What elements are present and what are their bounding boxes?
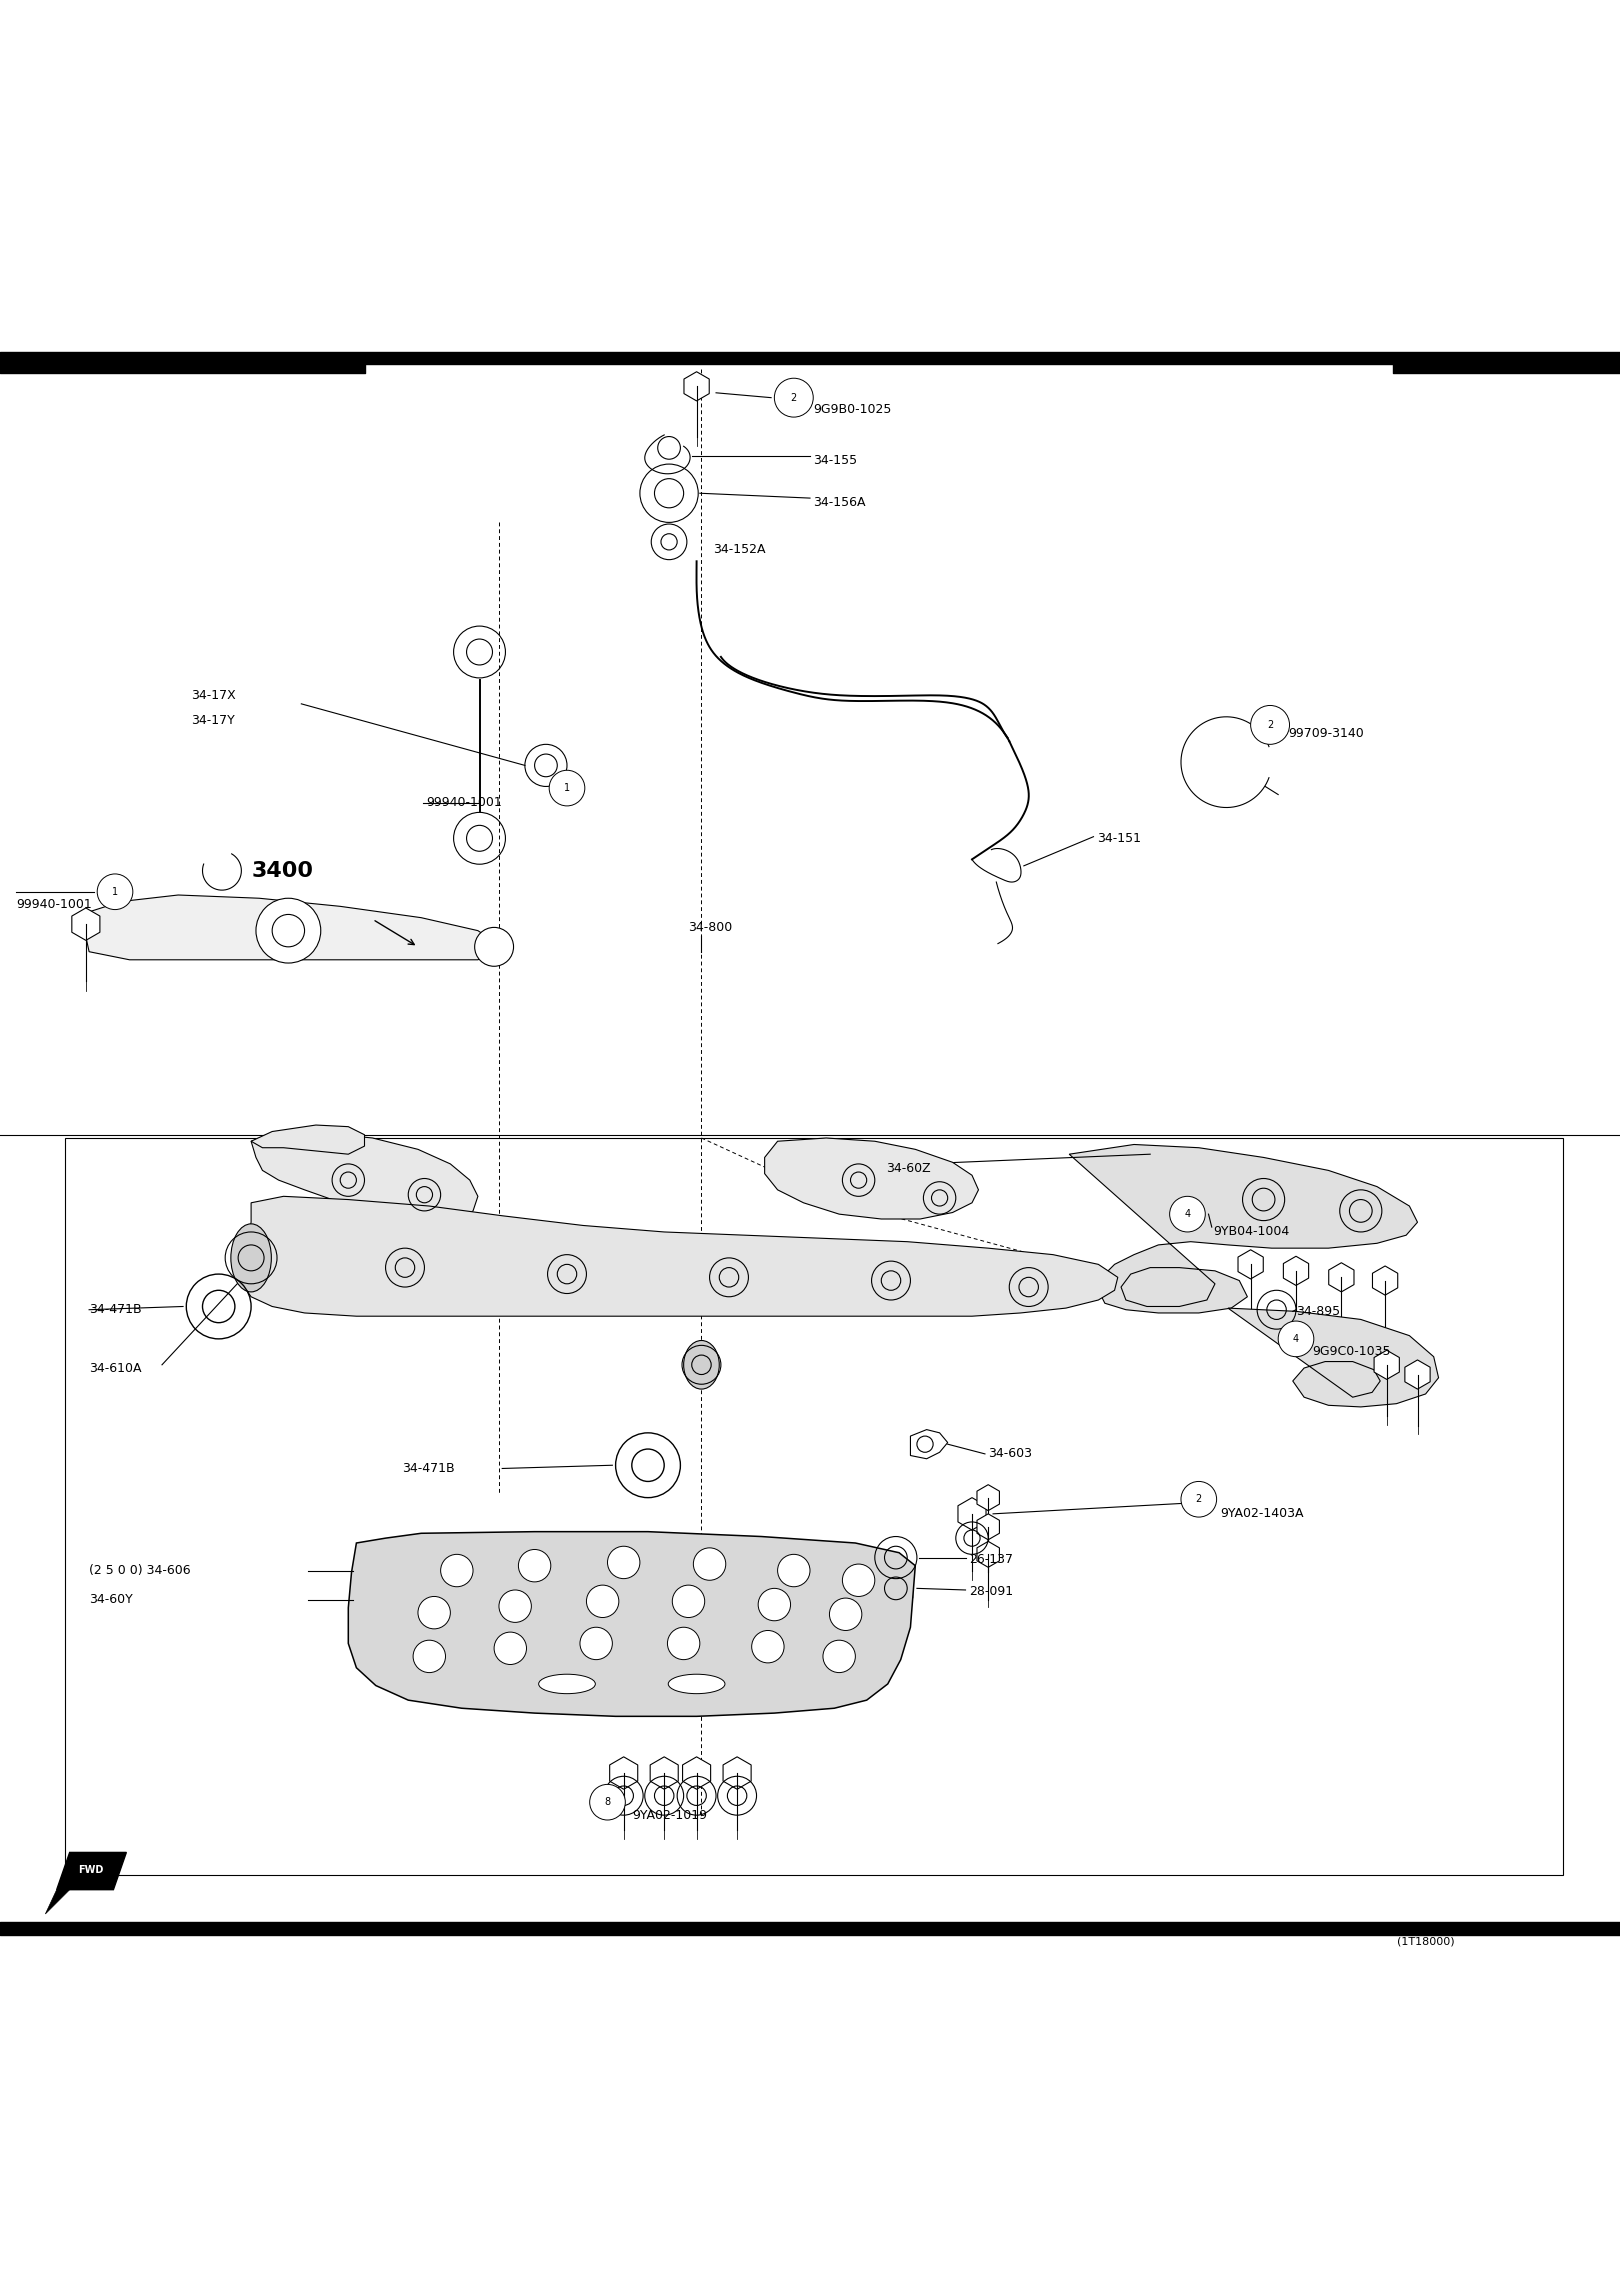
Text: 9YA02-1019: 9YA02-1019 xyxy=(632,1809,706,1821)
Text: 2: 2 xyxy=(791,394,797,403)
Polygon shape xyxy=(45,1889,70,1914)
Circle shape xyxy=(608,1545,640,1580)
Polygon shape xyxy=(910,1429,948,1459)
Circle shape xyxy=(518,1550,551,1582)
Text: 34-152A: 34-152A xyxy=(713,544,765,555)
Circle shape xyxy=(418,1595,450,1630)
Text: 9YA02-1403A: 9YA02-1403A xyxy=(1220,1507,1304,1520)
Text: 2: 2 xyxy=(1267,719,1273,731)
Ellipse shape xyxy=(667,1675,726,1693)
Circle shape xyxy=(829,1598,862,1630)
Text: 2: 2 xyxy=(1196,1495,1202,1504)
Text: 4: 4 xyxy=(1184,1209,1191,1220)
Text: 34-60Y: 34-60Y xyxy=(89,1593,133,1607)
Text: 99940-1001: 99940-1001 xyxy=(16,899,92,910)
Polygon shape xyxy=(684,371,710,401)
Circle shape xyxy=(1278,1320,1314,1356)
Text: 34-155: 34-155 xyxy=(813,455,857,467)
Circle shape xyxy=(413,1641,446,1673)
Polygon shape xyxy=(1238,1250,1264,1279)
Bar xyxy=(65,1138,1563,1875)
Text: 9G9B0-1025: 9G9B0-1025 xyxy=(813,403,891,417)
Text: 34-610A: 34-610A xyxy=(89,1361,141,1375)
Circle shape xyxy=(1251,706,1290,744)
Circle shape xyxy=(549,769,585,806)
Circle shape xyxy=(256,899,321,963)
Text: 8: 8 xyxy=(604,1798,611,1807)
Polygon shape xyxy=(977,1541,1000,1568)
Text: 4: 4 xyxy=(1293,1334,1299,1343)
Polygon shape xyxy=(1328,1263,1354,1293)
Circle shape xyxy=(667,1627,700,1659)
Polygon shape xyxy=(1372,1265,1398,1295)
Polygon shape xyxy=(650,1757,679,1789)
Text: FWD: FWD xyxy=(78,1866,104,1875)
Text: 34-471B: 34-471B xyxy=(89,1304,141,1316)
Circle shape xyxy=(752,1630,784,1664)
Polygon shape xyxy=(251,1124,364,1154)
Circle shape xyxy=(842,1564,875,1595)
Polygon shape xyxy=(1069,1145,1418,1313)
Circle shape xyxy=(586,1584,619,1618)
Text: (2 5 0 0) 34-606: (2 5 0 0) 34-606 xyxy=(89,1564,191,1577)
Text: 34-800: 34-800 xyxy=(688,922,732,933)
Circle shape xyxy=(778,1555,810,1586)
Circle shape xyxy=(774,378,813,417)
Polygon shape xyxy=(977,1484,1000,1511)
Ellipse shape xyxy=(230,1224,272,1293)
Text: 28-091: 28-091 xyxy=(969,1584,1012,1598)
Circle shape xyxy=(590,1784,625,1821)
Circle shape xyxy=(672,1584,705,1618)
Circle shape xyxy=(441,1555,473,1586)
Text: 34-17Y: 34-17Y xyxy=(191,715,235,726)
Text: 1: 1 xyxy=(564,783,570,792)
Text: 34-156A: 34-156A xyxy=(813,496,865,510)
Polygon shape xyxy=(71,908,100,940)
Text: 34-151: 34-151 xyxy=(1097,831,1140,844)
Polygon shape xyxy=(251,1133,478,1224)
Circle shape xyxy=(1170,1197,1205,1231)
Text: 34-17X: 34-17X xyxy=(191,690,237,703)
Circle shape xyxy=(1181,1482,1217,1518)
Polygon shape xyxy=(957,1498,987,1529)
Circle shape xyxy=(580,1627,612,1659)
Text: 26-137: 26-137 xyxy=(969,1552,1012,1566)
Text: 3400: 3400 xyxy=(251,860,313,881)
Circle shape xyxy=(97,874,133,910)
Polygon shape xyxy=(240,1197,1118,1316)
Polygon shape xyxy=(723,1757,752,1789)
Text: 99940-1001: 99940-1001 xyxy=(426,797,502,810)
Text: 34-60Z: 34-60Z xyxy=(886,1163,932,1174)
Circle shape xyxy=(494,1632,526,1664)
Circle shape xyxy=(499,1591,531,1623)
Text: (1T18000): (1T18000) xyxy=(1396,1937,1455,1946)
Polygon shape xyxy=(977,1514,1000,1541)
Text: 34-471B: 34-471B xyxy=(402,1461,454,1475)
Circle shape xyxy=(475,926,514,967)
Circle shape xyxy=(758,1589,791,1621)
Polygon shape xyxy=(682,1757,711,1789)
Polygon shape xyxy=(609,1757,638,1789)
Polygon shape xyxy=(57,1853,126,1889)
Text: 34-895: 34-895 xyxy=(1296,1304,1340,1318)
Circle shape xyxy=(272,915,305,947)
Circle shape xyxy=(823,1641,855,1673)
Ellipse shape xyxy=(684,1341,719,1388)
Polygon shape xyxy=(1283,1256,1309,1286)
Polygon shape xyxy=(81,894,502,960)
Text: 99709-3140: 99709-3140 xyxy=(1288,726,1364,740)
Ellipse shape xyxy=(538,1675,596,1693)
Polygon shape xyxy=(1228,1309,1439,1407)
Circle shape xyxy=(693,1548,726,1580)
Polygon shape xyxy=(880,1568,912,1607)
Text: 9YB04-1004: 9YB04-1004 xyxy=(1213,1224,1290,1238)
Polygon shape xyxy=(348,1532,915,1716)
Polygon shape xyxy=(765,1138,978,1220)
Polygon shape xyxy=(1374,1350,1400,1379)
Polygon shape xyxy=(1405,1361,1430,1388)
Text: 34-603: 34-603 xyxy=(988,1448,1032,1461)
Text: 9G9C0-1035: 9G9C0-1035 xyxy=(1312,1345,1390,1359)
Text: 1: 1 xyxy=(112,888,118,897)
